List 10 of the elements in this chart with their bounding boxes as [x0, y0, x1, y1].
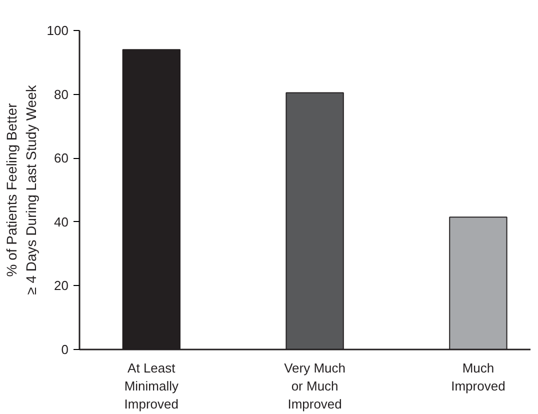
y-tick-label: 80 — [54, 86, 69, 102]
y-axis-title: % of Patients Feeling Better ≥ 4 Days During Last Study Week — [4, 84, 39, 295]
y-tick-label: 100 — [46, 23, 69, 38]
x-tick-label: Very Much or Much Improved — [284, 360, 346, 412]
y-tick-label: 60 — [54, 150, 69, 166]
y-tick-label: 20 — [54, 278, 69, 294]
x-tick-label: At Least Minimally Improved — [124, 360, 179, 412]
y-tick-label: 0 — [61, 342, 69, 357]
x-tick-label: Much Improved — [451, 360, 506, 394]
y-tick-label: 40 — [54, 214, 69, 230]
